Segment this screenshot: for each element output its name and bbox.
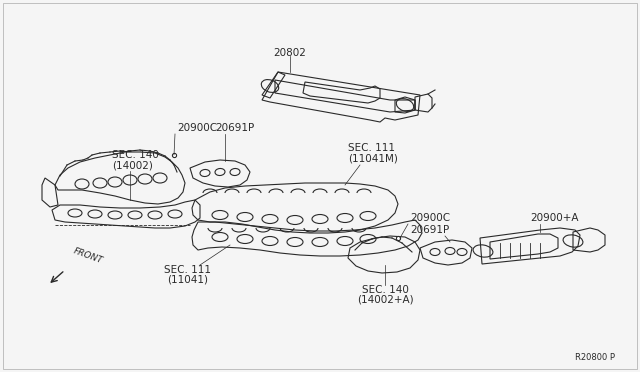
Text: SEC. 140: SEC. 140 <box>112 150 159 160</box>
Text: 20900+A: 20900+A <box>530 213 579 223</box>
Text: R20800 P: R20800 P <box>575 353 615 362</box>
Text: SEC. 111: SEC. 111 <box>348 143 395 153</box>
Text: 20691P: 20691P <box>215 123 254 133</box>
Text: 20691P: 20691P <box>410 225 449 235</box>
Text: (14002): (14002) <box>112 160 153 170</box>
Text: (14002+A): (14002+A) <box>356 295 413 305</box>
Text: (11041): (11041) <box>168 275 209 285</box>
Text: 20900C: 20900C <box>410 213 450 223</box>
Text: 20802: 20802 <box>273 48 307 58</box>
Text: 20900C: 20900C <box>177 123 217 133</box>
Text: FRONT: FRONT <box>72 246 104 265</box>
Text: (11041M): (11041M) <box>348 153 398 163</box>
Text: SEC. 140: SEC. 140 <box>362 285 408 295</box>
Text: SEC. 111: SEC. 111 <box>164 265 211 275</box>
